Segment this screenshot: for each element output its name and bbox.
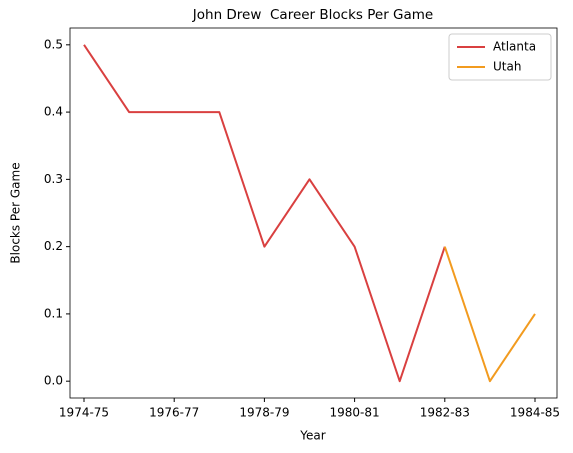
y-tick-label: 0.0 bbox=[44, 374, 63, 388]
legend-box bbox=[448, 33, 552, 81]
x-axis-label: Year bbox=[299, 429, 325, 443]
y-tick-label: 0.1 bbox=[44, 306, 63, 320]
x-tick-label: 1982-83 bbox=[420, 406, 470, 420]
y-axis-label: Blocks Per Game bbox=[9, 162, 23, 263]
x-tick-label: 1978-79 bbox=[239, 406, 289, 420]
line bbox=[83, 44, 446, 383]
plot-frame bbox=[69, 27, 558, 399]
y-tick-label: 0.3 bbox=[44, 172, 63, 186]
legend-label: Utah bbox=[493, 60, 521, 74]
y-tick-label: 0.4 bbox=[44, 105, 63, 119]
x-tick-label: 1984-85 bbox=[510, 406, 560, 420]
legend-label: Atlanta bbox=[493, 40, 536, 54]
x-tick-label: 1974-75 bbox=[59, 406, 109, 420]
chart-title: John Drew Career Blocks Per Game bbox=[192, 7, 433, 23]
line bbox=[443, 246, 536, 383]
x-tick-label: 1976-77 bbox=[149, 406, 199, 420]
y-tick-label: 0.2 bbox=[44, 239, 63, 253]
x-tick-label: 1980-81 bbox=[330, 406, 380, 420]
y-tick-label: 0.5 bbox=[44, 37, 63, 51]
